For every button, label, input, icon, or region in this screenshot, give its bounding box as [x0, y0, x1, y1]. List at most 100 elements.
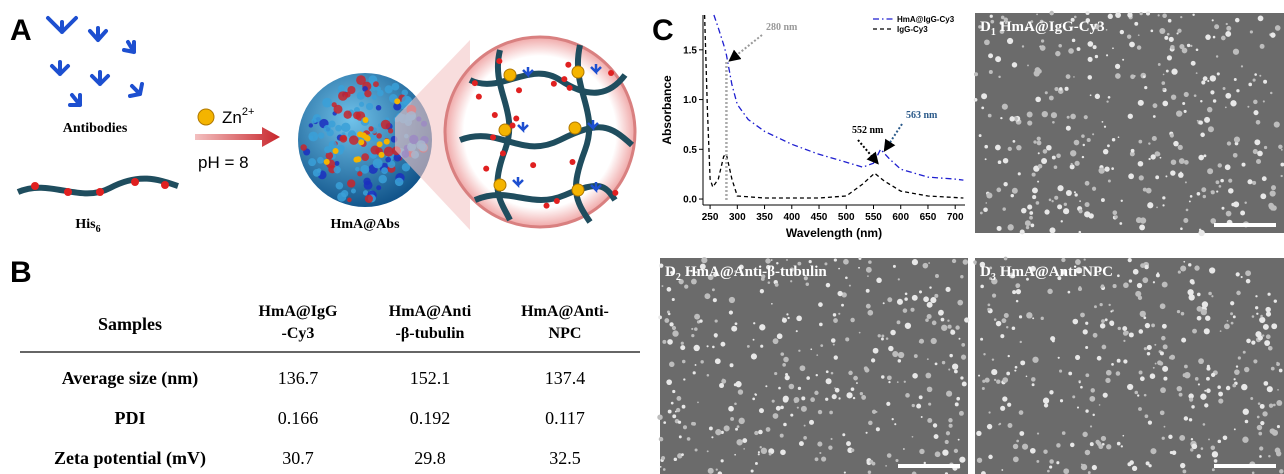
sem-particle [1051, 339, 1055, 343]
sem-particle [1056, 461, 1060, 465]
sem-particle [1236, 290, 1241, 296]
sem-particle [1193, 94, 1197, 97]
sem-particle [1190, 438, 1194, 441]
sem-particle [1054, 195, 1059, 200]
sem-particle [1091, 464, 1097, 471]
sem-particle [1112, 210, 1118, 216]
sem-particle [934, 451, 941, 458]
sem-particle [925, 372, 932, 379]
sem-particle [1070, 17, 1075, 22]
sem-particle [991, 368, 998, 376]
sem-particle [765, 427, 771, 432]
sem-particle [841, 292, 847, 298]
sem-particle [814, 390, 819, 396]
sem-particle [734, 453, 736, 456]
sem-particle [842, 433, 846, 437]
sem-particle [723, 425, 730, 432]
particle-blob [341, 122, 351, 132]
sem-particle [678, 435, 682, 439]
sem-particle [1054, 86, 1059, 92]
particle-blob [364, 90, 372, 98]
sem-particle [894, 423, 897, 426]
zn-ion [197, 108, 215, 126]
sem-particle [1180, 265, 1187, 272]
sem-particle [1137, 160, 1144, 167]
sem-particle [1136, 45, 1142, 50]
sem-particle [670, 271, 673, 274]
sem-particle [782, 395, 789, 402]
sem-particle [1065, 189, 1072, 196]
sem-particle [1011, 326, 1016, 331]
sem-particle [731, 325, 738, 332]
sem-particle [1280, 148, 1283, 151]
sem-particle [891, 418, 894, 421]
sem-particle [799, 365, 806, 372]
sem-particle [707, 467, 714, 474]
zn-dot [357, 131, 364, 138]
table-cell: 137.4 [545, 368, 586, 388]
zn-superscript: 2+ [242, 106, 255, 118]
sem-particle [1259, 316, 1266, 324]
sem-particle [1169, 354, 1176, 360]
sem-particle [872, 347, 879, 354]
sem-particle [1142, 75, 1146, 79]
sem-particle [787, 316, 790, 320]
sem-particle [1203, 154, 1207, 158]
sem-particle [1027, 120, 1033, 126]
sem-particle [976, 430, 982, 437]
sem-particle [832, 343, 835, 346]
sem-particle [1128, 173, 1134, 180]
sem-particle [1072, 318, 1079, 325]
sem-particle [1248, 82, 1253, 87]
particle-blob [360, 164, 370, 174]
sem-particle [713, 333, 718, 338]
sem-particle [1085, 373, 1090, 378]
his-node [499, 150, 506, 157]
table-header: Samples [98, 314, 162, 334]
particle-blob [362, 190, 369, 196]
sem-particle [1270, 32, 1276, 38]
particle-blob [373, 81, 379, 88]
sem-particle [1070, 442, 1075, 448]
particle-blob [401, 163, 411, 172]
sem-particle [1209, 267, 1216, 274]
sem-particle [1049, 390, 1054, 395]
sem-particle [895, 458, 899, 463]
sem-particle [1139, 12, 1143, 16]
particle-blob [333, 166, 341, 174]
sem-particle [1116, 358, 1121, 363]
sem-particle [666, 287, 672, 292]
sem-particle [1211, 451, 1219, 458]
sem-particle [1262, 411, 1268, 417]
sem-particle [1157, 14, 1160, 17]
sem-particle [712, 345, 715, 349]
sem-particle [1217, 439, 1222, 444]
data-table: Samples HmA@IgG -Cy3 HmA@Anti -β-tubulin HmA@… [54, 303, 609, 469]
sem-particle [759, 324, 766, 331]
his-node [475, 93, 482, 100]
particle-blob [308, 158, 317, 167]
his-node [553, 198, 560, 205]
sem-particle [706, 373, 710, 377]
sem-particle [979, 261, 986, 268]
sem-particle [880, 337, 884, 341]
sem-particle [951, 258, 957, 264]
sem-particle [1156, 272, 1159, 275]
sem-particle [658, 436, 664, 442]
sem-particle [803, 424, 806, 427]
sem-particle [1170, 44, 1175, 50]
sem-particle [869, 459, 874, 464]
y-tick-label: 1.5 [683, 45, 697, 56]
sem-particle [833, 258, 837, 262]
sem-particle [1240, 210, 1246, 216]
sem-particle [984, 144, 989, 149]
sem-particle [1130, 148, 1135, 153]
his-node [509, 122, 516, 129]
sem-particle [1002, 377, 1009, 383]
sem-particle [793, 396, 800, 403]
sem-particle [672, 414, 677, 419]
sem-particle [1093, 23, 1100, 30]
sem-particle [1037, 180, 1040, 183]
sem-particle [1232, 152, 1238, 158]
sem-particle [1154, 343, 1157, 346]
